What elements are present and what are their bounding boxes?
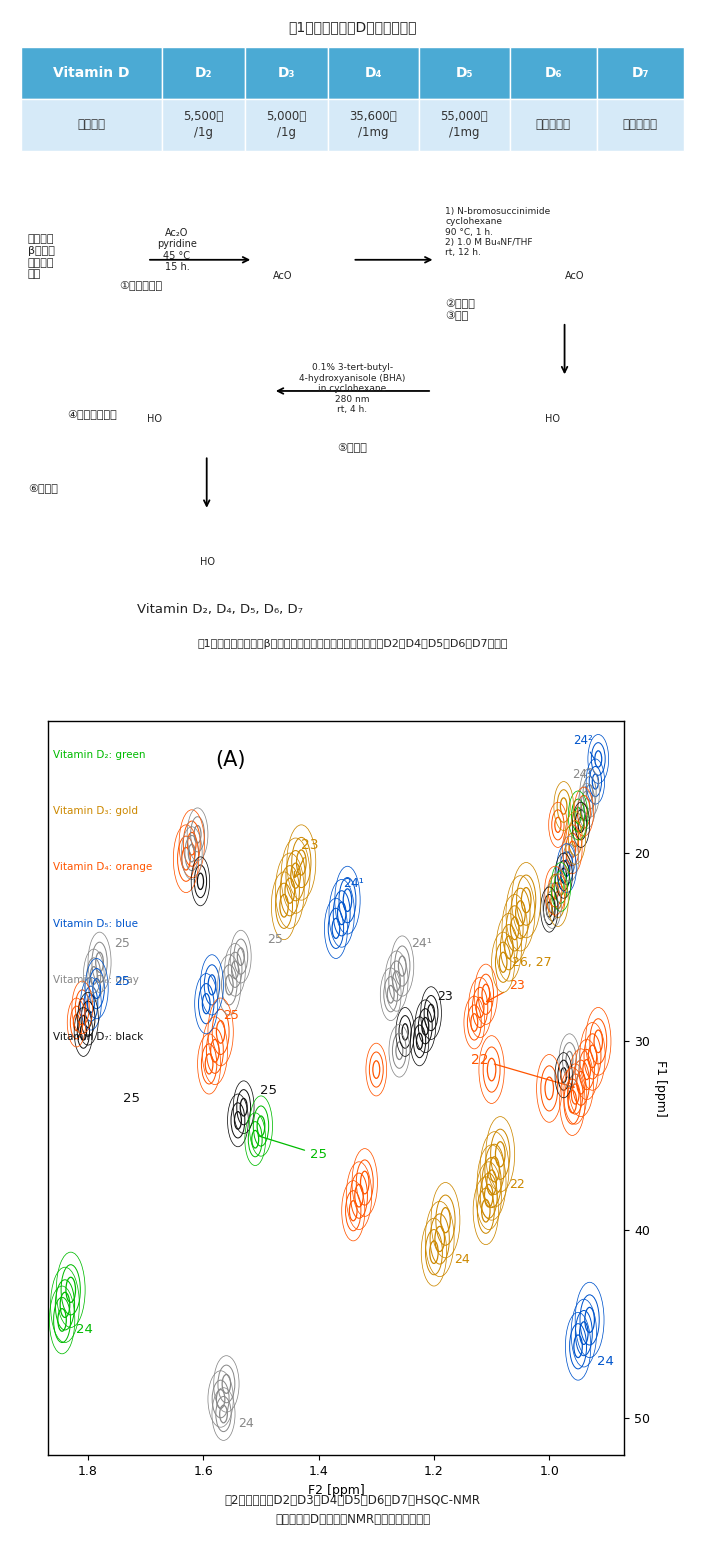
- Bar: [597, 46, 684, 99]
- Bar: [419, 46, 510, 99]
- Bar: [419, 99, 510, 150]
- Bar: [162, 46, 245, 99]
- Bar: [328, 99, 419, 150]
- Text: D₇: D₇: [632, 66, 649, 80]
- Text: 図1　市販の天然由来βシトステロール試薬を用いたビタミンD2、D4、D5、D6、D7の合成: 図1 市販の天然由来βシトステロール試薬を用いたビタミンD2、D4、D5、D6、…: [197, 638, 508, 649]
- Text: HO: HO: [545, 414, 560, 424]
- Text: HO: HO: [147, 414, 162, 424]
- Bar: [21, 46, 162, 99]
- Bar: [328, 46, 419, 99]
- Text: D₄: D₄: [364, 66, 382, 80]
- Text: AcO: AcO: [565, 271, 584, 281]
- Text: 5,000円
/1g: 5,000円 /1g: [266, 110, 307, 139]
- Text: HO: HO: [200, 557, 215, 567]
- Text: 1) N-bromosuccinimide
cyclohexane
90 °C, 1 h.
2) 1.0 M Bu₄NF/THF
rt, 12 h.: 1) N-bromosuccinimide cyclohexane 90 °C,…: [446, 207, 551, 258]
- Text: ⑤光照射: ⑤光照射: [338, 442, 367, 451]
- Text: 表1　各ビタミンD市販品の価格: 表1 各ビタミンD市販品の価格: [288, 20, 417, 34]
- Bar: [597, 99, 684, 150]
- Text: D₂: D₂: [195, 66, 212, 80]
- Text: D₆: D₆: [544, 66, 562, 80]
- Text: ②臭素化
③還元: ②臭素化 ③還元: [446, 298, 475, 322]
- Text: ④脱アセチル化: ④脱アセチル化: [68, 410, 117, 419]
- Text: 図2　ビタミンD2、D3、D4、D5、D6、D7のHSQC-NMR
各ビタミンDの特徴的NMRシグナルを固定。: 図2 ビタミンD2、D3、D4、D5、D6、D7のHSQC-NMR 各ビタミンD…: [224, 1495, 481, 1526]
- Text: 5,500円
/1g: 5,500円 /1g: [183, 110, 223, 139]
- Text: D₃: D₃: [278, 66, 295, 80]
- Bar: [510, 99, 597, 150]
- Bar: [245, 46, 328, 99]
- Text: Ac₂O
pyridine
45 °C
15 h.: Ac₂O pyridine 45 °C 15 h.: [157, 227, 197, 272]
- Text: 55,000円
/1mg: 55,000円 /1mg: [441, 110, 488, 139]
- Bar: [510, 46, 597, 99]
- Text: AcO: AcO: [273, 271, 293, 281]
- Text: 35,600円
/1mg: 35,600円 /1mg: [350, 110, 397, 139]
- Text: 天然由来
βシトス
テロール
試薬: 天然由来 βシトス テロール 試薬: [27, 235, 55, 280]
- Text: 試薬価格: 試薬価格: [78, 119, 106, 131]
- Bar: [162, 99, 245, 150]
- Text: ①アセチル化: ①アセチル化: [119, 280, 162, 291]
- Text: 市販品なし: 市販品なし: [623, 119, 658, 131]
- Bar: [21, 99, 162, 150]
- Text: ⑥異性化: ⑥異性化: [27, 482, 58, 493]
- Text: Vitamin D₂, D₄, D₅, D₆, D₇: Vitamin D₂, D₄, D₅, D₆, D₇: [137, 603, 303, 615]
- Text: 市販品なし: 市販品なし: [536, 119, 571, 131]
- Text: 0.1% 3-tert-butyl-
4-hydroxyanisole (BHA)
in cyclohexane
280 nm
rt, 4 h.: 0.1% 3-tert-butyl- 4-hydroxyanisole (BHA…: [300, 363, 405, 414]
- Text: D₅: D₅: [455, 66, 473, 80]
- Bar: [245, 99, 328, 150]
- Text: Vitamin D: Vitamin D: [54, 66, 130, 80]
